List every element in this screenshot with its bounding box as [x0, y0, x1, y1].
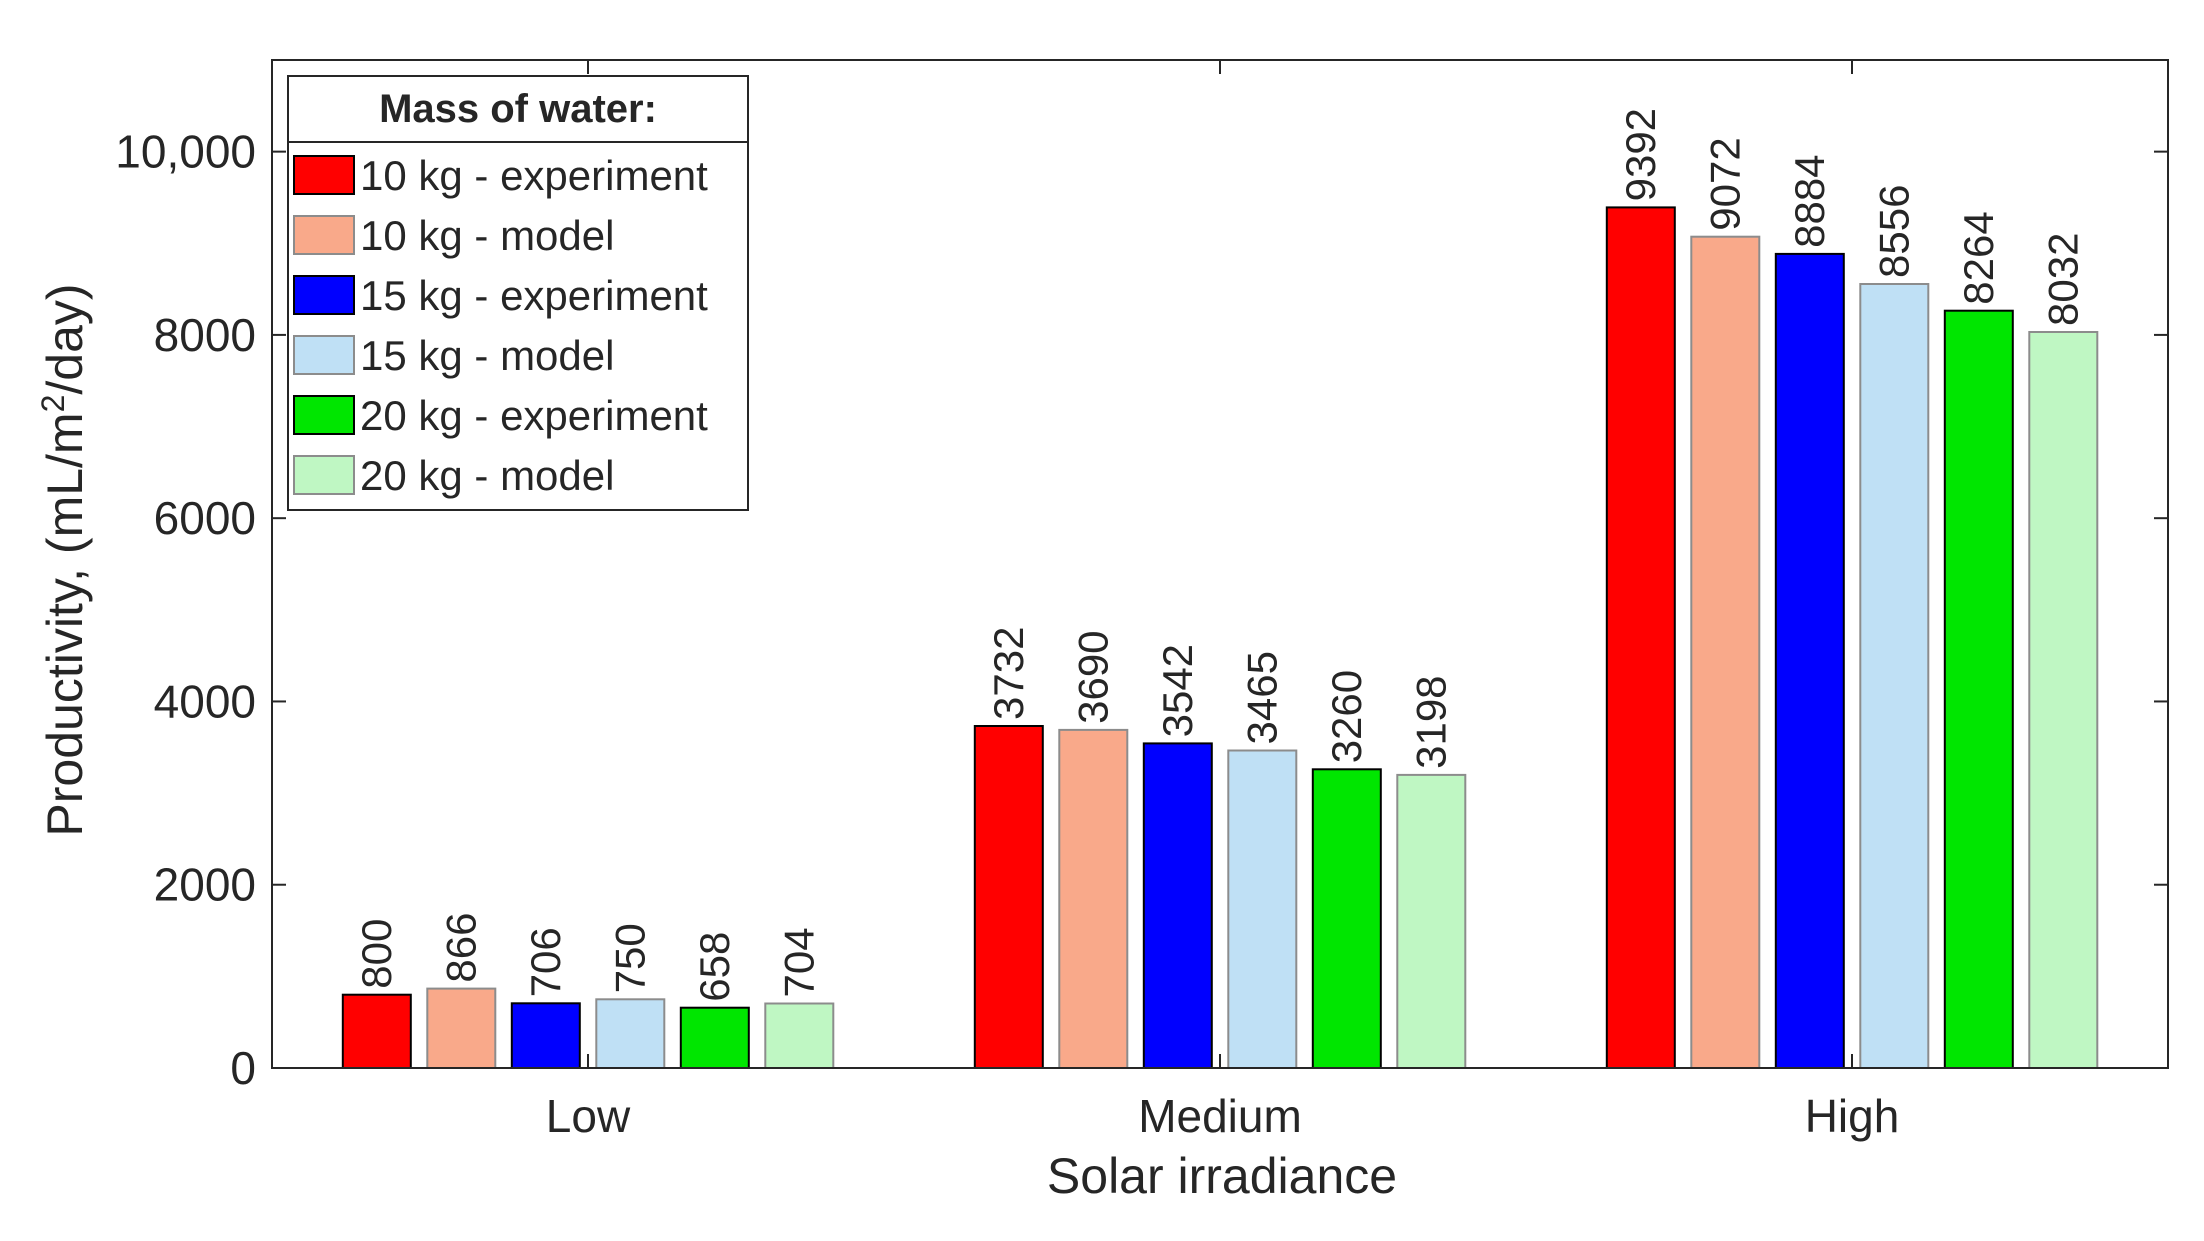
bar-low-series-2 [426, 987, 497, 1069]
legend: Mass of water: 10 kg - experiment 10 kg - … [287, 75, 749, 511]
bar-high-series-6 [2028, 331, 2099, 1069]
data-label-high-series-5: 8264 [1955, 211, 2002, 304]
y-tick-label: 10,000 [115, 126, 256, 178]
data-label-medium-series-1: 3732 [985, 627, 1032, 720]
bar-low-series-4 [595, 998, 666, 1069]
legend-swatch-3 [293, 275, 355, 315]
legend-entry-4: 15 kg - model [360, 332, 614, 379]
bar-low-series-1 [341, 993, 412, 1070]
x-tick-label: High [1805, 1090, 1900, 1142]
data-label-low-series-3: 706 [522, 927, 569, 997]
y-tick-label: 0 [230, 1042, 256, 1094]
axes-layer: 0 2000 4000 6000 8000 10,000 Low Medium High [115, 59, 2169, 1142]
x-axis-title: Solar irradiance [1047, 1148, 1397, 1204]
y-tick-label: 2000 [154, 859, 256, 911]
legend-entry-5: 20 kg - experiment [360, 392, 708, 439]
bar-low-series-6 [764, 1002, 835, 1069]
data-label-low-series-4: 750 [606, 923, 653, 993]
data-label-low-series-2: 866 [437, 913, 484, 983]
data-label-medium-series-3: 3542 [1154, 644, 1201, 737]
bar-low-series-3 [510, 1002, 581, 1069]
legend-entry-3: 15 kg - experiment [360, 272, 708, 319]
data-label-high-series-4: 8556 [1870, 185, 1917, 278]
bar-high-series-2 [1690, 235, 1761, 1069]
data-label-medium-series-2: 3690 [1069, 630, 1116, 723]
data-label-medium-series-4: 3465 [1238, 651, 1285, 744]
bar-high-series-5 [1943, 309, 2014, 1069]
legend-swatch-5 [293, 395, 355, 435]
y-tick-label: 8000 [154, 309, 256, 361]
data-label-high-series-3: 8884 [1786, 154, 1833, 247]
legend-swatch-6 [293, 455, 355, 495]
data-label-low-series-5: 658 [691, 932, 738, 1002]
x-tick-label: Medium [1138, 1090, 1302, 1142]
bar-high-series-3 [1774, 252, 1845, 1069]
y-axis-title-main: Productivity, (mL/m [37, 412, 93, 836]
bar-medium-series-6 [1396, 773, 1467, 1070]
x-tick-label: Low [546, 1090, 631, 1142]
data-label-high-series-2: 9072 [1701, 137, 1748, 230]
data-label-medium-series-6: 3198 [1407, 675, 1454, 768]
legend-box [287, 75, 749, 511]
data-label-medium-series-5: 3260 [1323, 670, 1370, 763]
bar-medium-series-2 [1058, 728, 1129, 1070]
y-axis-title: Productivity, (mL/m2/day) [35, 283, 93, 836]
legend-entry-6: 20 kg - model [360, 452, 614, 499]
y-tick-label: 6000 [154, 492, 256, 544]
bar-high-series-4 [1859, 283, 1930, 1069]
data-label-high-series-1: 9392 [1617, 108, 1664, 201]
legend-swatch-1 [293, 155, 355, 195]
bar-medium-series-5 [1311, 768, 1382, 1069]
y-axis-title-superscript: 2 [35, 395, 71, 413]
data-label-low-series-6: 704 [775, 927, 822, 997]
legend-swatch-4 [293, 335, 355, 375]
bar-medium-series-3 [1142, 742, 1213, 1070]
data-label-high-series-6: 8032 [2039, 233, 2086, 326]
legend-entry-2: 10 kg - model [360, 212, 614, 259]
legend-swatch-2 [293, 215, 355, 255]
bar-high-series-1 [1605, 206, 1676, 1069]
bar-medium-series-4 [1227, 749, 1298, 1069]
y-axis-title-end: /day) [37, 283, 93, 394]
y-tick-label: 4000 [154, 675, 256, 727]
bar-medium-series-1 [973, 725, 1044, 1069]
legend-title: Mass of water: [379, 87, 657, 131]
bar-labels-layer: 800 866 706 750 658 704 3732 3690 3542 3465 3260 31… [353, 108, 2087, 1002]
bar-low-series-5 [679, 1006, 750, 1070]
data-label-low-series-1: 800 [353, 919, 400, 989]
legend-entry-1: 10 kg - experiment [360, 152, 708, 199]
bars-layer [341, 206, 2099, 1070]
